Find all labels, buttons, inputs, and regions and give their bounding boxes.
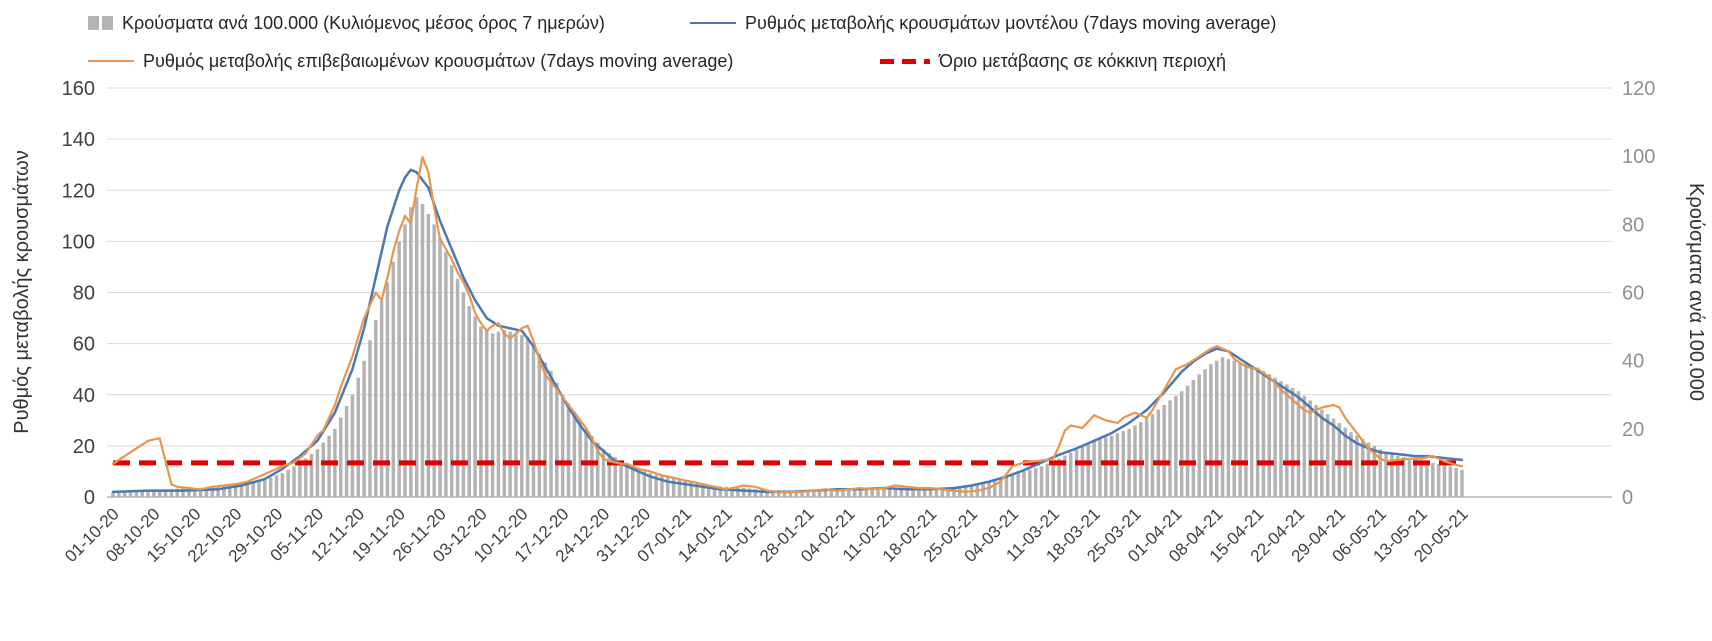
svg-text:20: 20 (73, 436, 95, 458)
red-dashed-swatch-icon (880, 58, 930, 64)
svg-text:160: 160 (62, 78, 95, 100)
plot-layers: 02040608010012014016002040608010012001-1… (61, 78, 1655, 566)
legend-label-cases-bars: Κρούσματα ανά 100.000 (Κυλιόμενος μέσος … (122, 12, 605, 33)
svg-text:20: 20 (1622, 419, 1644, 441)
svg-text:60: 60 (73, 334, 95, 356)
legend-item-model-rate: Ρυθμός μεταβολής κρουσμάτων μοντέλου (7d… (690, 12, 1276, 34)
left-axis-title: Ρυθμός μεταβολής κρουσμάτων (11, 150, 33, 434)
svg-text:120: 120 (1622, 78, 1655, 100)
svg-text:0: 0 (1622, 487, 1633, 509)
svg-text:80: 80 (1622, 214, 1644, 236)
legend-label-red-threshold: Όριο μετάβασης σε κόκκινη περιοχή (939, 50, 1227, 71)
svg-text:60: 60 (1622, 283, 1644, 305)
svg-text:120: 120 (62, 180, 95, 202)
svg-text:0: 0 (84, 487, 95, 509)
legend-item-confirmed-rate: Ρυθμός μεταβολής επιβεβαιωμένων κρουσμάτ… (88, 50, 733, 72)
svg-text:100: 100 (62, 231, 95, 253)
svg-text:40: 40 (73, 385, 95, 407)
svg-text:40: 40 (1622, 351, 1644, 373)
legend-label-confirmed-rate: Ρυθμός μεταβολής επιβεβαιωμένων κρουσμάτ… (143, 50, 734, 71)
legend-item-cases-bars: Κρούσματα ανά 100.000 (Κυλιόμενος μέσος … (88, 12, 605, 34)
svg-text:100: 100 (1622, 146, 1655, 168)
legend-item-red-threshold: Όριο μετάβασης σε κόκκινη περιοχή (880, 50, 1226, 72)
orange-line-swatch-icon (88, 60, 134, 62)
svg-text:80: 80 (73, 283, 95, 305)
blue-line-swatch-icon (690, 22, 736, 24)
gray-bars-swatch-icon (88, 16, 113, 30)
svg-text:140: 140 (62, 129, 95, 151)
legend-label-model-rate: Ρυθμός μεταβολής κρουσμάτων μοντέλου (7d… (745, 12, 1277, 33)
right-axis-title: Κρούσματα ανά 100.000 (1685, 183, 1707, 401)
